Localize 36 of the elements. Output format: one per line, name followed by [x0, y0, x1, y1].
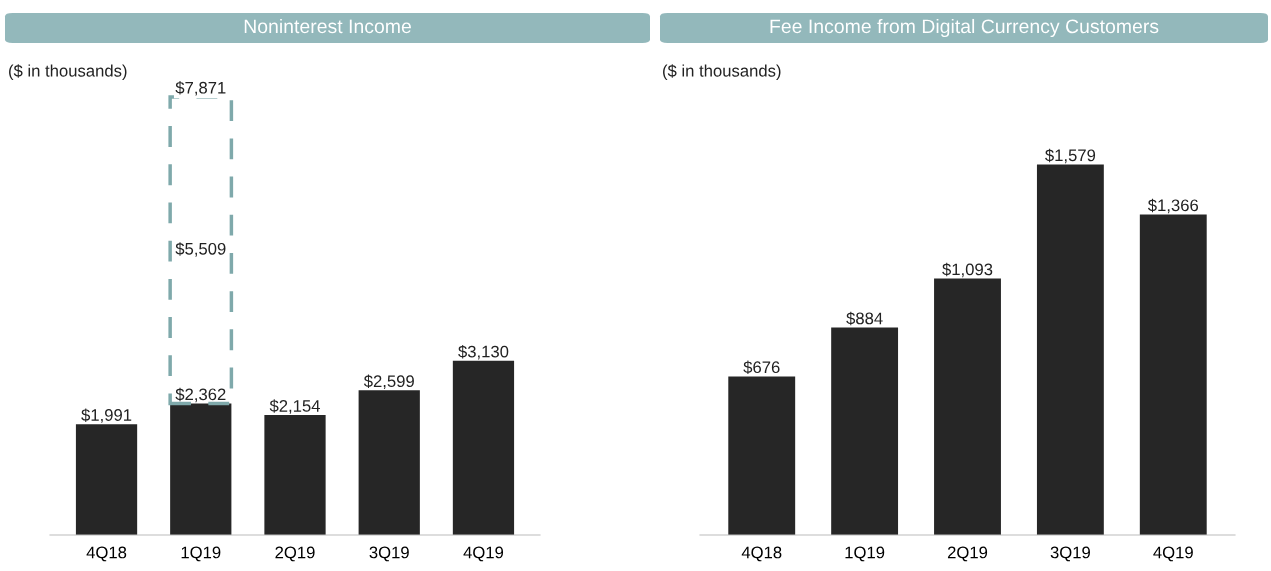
data-label: $1,579: [1045, 148, 1096, 164]
bar: [358, 390, 420, 535]
text: ($ in thousands): [663, 64, 781, 80]
x-tick-label: 2Q19: [947, 546, 988, 562]
bar: [170, 403, 232, 535]
bar: [1139, 214, 1207, 535]
total-label: $7,871: [175, 81, 226, 96]
bar: [264, 415, 326, 535]
bar: [728, 376, 796, 535]
data-label: $676: [743, 360, 780, 375]
x-tick-label: 2Q19: [275, 546, 315, 562]
data-label: $1,093: [942, 262, 993, 278]
data-label: $2,362: [175, 387, 226, 403]
bar: [1036, 164, 1104, 535]
bar: [75, 424, 138, 535]
chart-title: Noninterest Income: [244, 18, 411, 34]
data-label: $1,366: [1147, 198, 1199, 214]
x-tick-label: 4Q18: [86, 546, 127, 562]
chart-title: Fee Income from Digital Currency Customers: [770, 18, 1159, 38]
data-label: $5,509: [175, 242, 226, 257]
text: ($ in thousands): [9, 64, 127, 80]
bar: [452, 360, 515, 535]
x-tick-label: 1Q19: [181, 546, 221, 562]
data-label: $2,154: [269, 399, 320, 414]
data-label: $1,991: [81, 408, 132, 423]
x-tick-label: 4Q19: [1153, 546, 1193, 562]
x-tick-label: 3Q19: [1050, 546, 1090, 562]
bar: [934, 278, 1001, 535]
data-label: $2,599: [363, 374, 414, 390]
x-tick-label: 1Q19: [845, 546, 885, 562]
x-tick-label: 4Q19: [463, 546, 504, 562]
data-label: $884: [846, 311, 883, 326]
x-tick-label: 3Q19: [369, 546, 409, 562]
x-tick-label: 4Q18: [741, 546, 782, 562]
bar: [831, 327, 899, 535]
data-label: $3,130: [458, 344, 509, 360]
